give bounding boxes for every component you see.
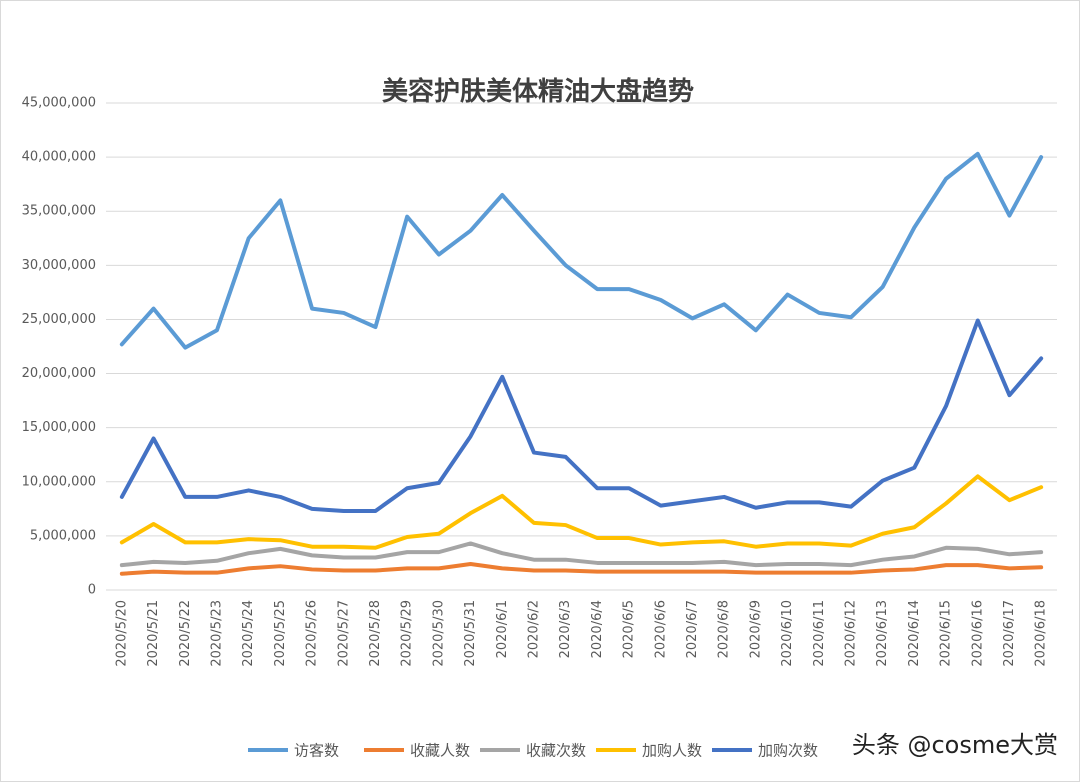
x-tick-label: 2020/6/15 (939, 600, 954, 667)
series-line (119, 541, 1044, 568)
x-tick-label: 2020/6/11 (812, 600, 827, 667)
x-tick-label: 2020/5/27 (336, 600, 351, 667)
x-tick-label: 2020/6/8 (717, 600, 732, 658)
y-tick-label: 0 (88, 583, 96, 598)
y-tick-label: 20,000,000 (22, 366, 96, 381)
y-tick-label: 10,000,000 (22, 474, 96, 489)
x-tick-label: 2020/6/5 (622, 600, 637, 658)
x-tick-label: 2020/6/17 (1002, 600, 1017, 667)
y-tick-label: 30,000,000 (22, 258, 96, 273)
legend-label: 收藏次数 (526, 742, 586, 760)
y-tick-label: 40,000,000 (22, 150, 96, 165)
legend-label: 收藏人数 (410, 742, 470, 760)
x-tick-label: 2020/5/20 (114, 600, 129, 667)
x-tick-label: 2020/5/23 (209, 600, 224, 667)
x-tick-label: 2020/6/12 (843, 600, 858, 667)
x-tick-label: 2020/6/13 (875, 600, 890, 667)
x-tick-label: 2020/5/31 (463, 600, 478, 667)
y-tick-label: 45,000,000 (22, 96, 96, 111)
x-tick-label: 2020/5/30 (431, 600, 446, 667)
x-tick-label: 2020/5/22 (178, 600, 193, 667)
watermark: 头条 @cosme大赏 (852, 731, 1058, 759)
legend-label: 访客数 (294, 742, 339, 760)
legend-label: 加购次数 (758, 742, 818, 760)
x-tick-label: 2020/5/28 (368, 600, 383, 667)
series-line (119, 474, 1044, 550)
x-tick-label: 2020/6/2 (526, 600, 541, 658)
legend-label: 加购人数 (642, 742, 702, 760)
x-tick-label: 2020/6/10 (780, 600, 795, 667)
x-tick-label: 2020/6/3 (558, 600, 573, 658)
chart-title: 美容护肤美体精油大盘趋势 (382, 76, 694, 107)
x-tick-label: 2020/5/25 (273, 600, 288, 667)
x-tick-label: 2020/6/18 (1034, 600, 1049, 667)
series-line (119, 318, 1044, 513)
x-tick-label: 2020/5/24 (241, 600, 256, 667)
y-tick-label: 15,000,000 (22, 420, 96, 435)
x-tick-label: 2020/6/9 (748, 600, 763, 658)
x-tick-label: 2020/6/4 (590, 600, 605, 658)
x-tick-label: 2020/5/26 (305, 600, 320, 667)
x-tick-label: 2020/6/14 (907, 600, 922, 667)
x-tick-label: 2020/6/16 (970, 600, 985, 667)
x-tick-label: 2020/5/29 (400, 600, 415, 667)
series-line (119, 151, 1044, 350)
y-tick-label: 5,000,000 (30, 528, 96, 543)
series-line (119, 562, 1044, 576)
y-tick-label: 35,000,000 (22, 204, 96, 219)
x-tick-label: 2020/6/6 (653, 600, 668, 658)
x-tick-label: 2020/5/21 (146, 600, 161, 667)
x-tick-label: 2020/6/7 (685, 600, 700, 658)
x-tick-label: 2020/6/1 (495, 600, 510, 658)
y-tick-label: 25,000,000 (22, 312, 96, 327)
